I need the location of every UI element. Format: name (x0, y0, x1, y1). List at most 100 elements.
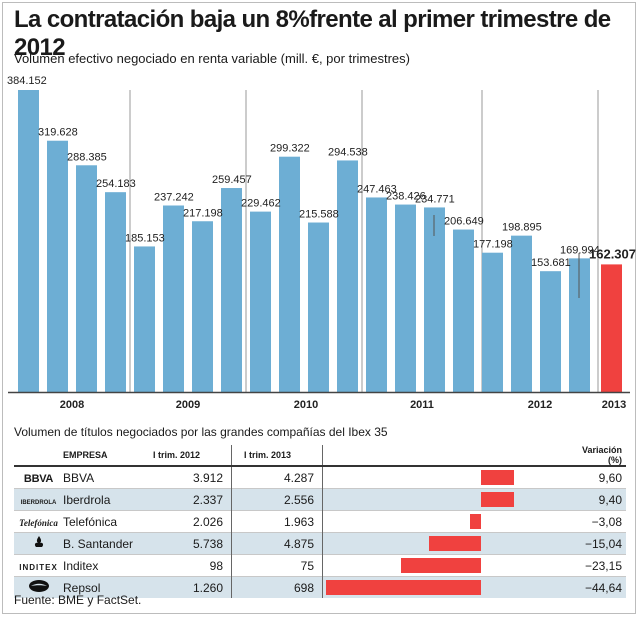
iberdrola-logo: IBERDROLA (20, 499, 57, 506)
bar (601, 264, 622, 392)
variation-bar (400, 558, 481, 573)
company-name: Repsol (63, 576, 141, 598)
bar-value-label: 288.385 (67, 151, 107, 163)
bar-value-label: 319.628 (38, 127, 78, 139)
value-q1-2013: 698 (231, 576, 323, 598)
bar-value-label: 217.198 (183, 207, 223, 219)
value-q1-2013: 1.963 (231, 510, 323, 533)
santander-flame-logo (34, 536, 43, 547)
telefonica-logo: Telefónica (19, 517, 58, 528)
bar (134, 246, 155, 392)
variation-value: −44,64 (570, 576, 626, 598)
table-header-row: EMPRESA I trim. 2012 I trim. 2013 Variac… (14, 445, 626, 467)
bar-value-label: 177.198 (473, 239, 513, 251)
chart-title: La contratación baja un 8%frente al prim… (14, 6, 611, 61)
company-name: B. Santander (63, 532, 141, 555)
value-q1-2012: 2.026 (141, 510, 232, 533)
variation-value: −15,04 (570, 532, 626, 555)
bar-value-label: 215.588 (299, 209, 339, 221)
chart-subtitle: Volumen efectivo negociado en renta vari… (14, 51, 410, 66)
bbva-logo: BBVA (23, 472, 54, 485)
value-q1-2013: 4.287 (231, 466, 323, 489)
year-label: 2010 (294, 399, 318, 411)
table-row: Telefónica Telefónica 2.026 1.963 −3,08 (14, 510, 626, 533)
bar-value-label: 247.463 (357, 183, 397, 195)
year-label: 2009 (176, 399, 200, 411)
bar-value-label: 384.152 (7, 75, 47, 87)
bar (105, 192, 126, 392)
value-q1-2013: 4.875 (231, 532, 323, 555)
bar (366, 197, 387, 392)
bar (424, 207, 445, 392)
value-q1-2012: 3.912 (141, 466, 232, 489)
bar-value-label: 237.242 (154, 191, 194, 203)
table-row: IBERDROLA Iberdrola 2.337 2.556 9,40 (14, 488, 626, 511)
bar-value-label: 162.307 (589, 246, 636, 261)
variation-bar (481, 470, 515, 485)
bar (221, 188, 242, 392)
table-row: Repsol 1.260 698 −44,64 (14, 576, 626, 598)
company-name: Inditex (63, 554, 141, 577)
bar-value-label: 254.183 (96, 178, 136, 190)
bar-chart: 384.152 319.628 288.385 254.183 185.153 237.2… (7, 75, 636, 411)
variation-value: 9,60 (598, 470, 622, 485)
bar (482, 252, 503, 392)
table-row: BBVA BBVA 3.912 4.287 9,60 (14, 466, 626, 489)
bar (163, 205, 184, 392)
year-label: 2008 (60, 399, 84, 411)
bar (250, 211, 271, 392)
bar-value-label: 229.462 (241, 198, 281, 210)
value-q1-2012: 98 (141, 554, 232, 577)
value-q1-2013: 75 (231, 554, 323, 577)
value-q1-2012: 2.337 (141, 488, 232, 511)
company-name: BBVA (63, 470, 95, 485)
variation-bar (481, 492, 514, 507)
bar (76, 165, 97, 392)
bar-value-label: 169.994 (560, 244, 600, 256)
header-variation: Variación (%) (570, 445, 626, 467)
source-note: Fuente: BME y FactSet. (14, 593, 142, 607)
bar-value-label: 259.457 (212, 174, 252, 186)
variation-value: −3,08 (570, 510, 626, 533)
bar-value-label: 153.681 (531, 257, 571, 269)
variation-value: 9,40 (570, 488, 626, 511)
bar-value-label: 299.322 (270, 143, 310, 155)
bar (18, 90, 39, 392)
bar-value-label: 185.153 (125, 232, 165, 244)
value-q1-2012: 1.260 (141, 576, 232, 598)
bar (395, 204, 416, 392)
bar (511, 235, 532, 392)
table-title: Volumen de títulos negociados por las gr… (14, 425, 388, 439)
header-company: EMPRESA (63, 445, 141, 467)
bar-value-label: 294.538 (328, 146, 368, 158)
header-q1-2012: I trim. 2012 (141, 445, 232, 467)
year-label: 2012 (528, 399, 552, 411)
bar-value-label: 234.771 (415, 193, 455, 205)
value-q1-2012: 5.738 (141, 532, 232, 555)
company-name: Iberdrola (63, 488, 141, 511)
year-label: 2013 (602, 399, 626, 411)
variation-bar (428, 536, 481, 551)
table-row: INDITEX Inditex 98 75 −23,15 (14, 554, 626, 577)
bar (279, 156, 300, 392)
bar (337, 160, 358, 392)
variation-value: −23,15 (570, 554, 626, 577)
value-q1-2013: 2.556 (231, 488, 323, 511)
table-row: B. Santander 5.738 4.875 −15,04 (14, 532, 626, 555)
bar-value-label: 206.649 (444, 216, 484, 228)
companies-table: EMPRESA I trim. 2012 I trim. 2013 Variac… (14, 445, 626, 598)
repsol-logo (28, 580, 49, 592)
header-q1-2013: I trim. 2013 (231, 445, 323, 467)
variation-bar (326, 580, 481, 595)
bar (47, 140, 68, 392)
bar (308, 222, 329, 392)
company-name: Telefónica (63, 510, 141, 533)
variation-bar (470, 514, 481, 529)
bar-value-label: 238.426 (386, 191, 426, 203)
bar (453, 229, 474, 392)
inditex-logo: INDITEX (19, 562, 58, 572)
bar (569, 258, 590, 392)
year-label: 2011 (410, 399, 434, 411)
bar (540, 271, 561, 392)
